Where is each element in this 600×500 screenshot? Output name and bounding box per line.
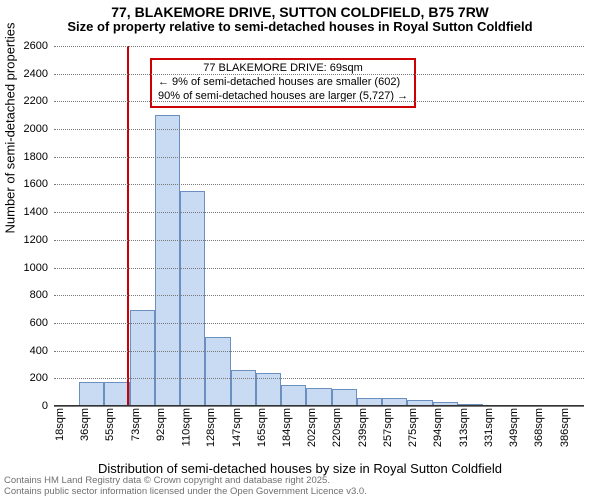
- x-tick-label: 386sqm: [559, 408, 571, 447]
- y-tick-label: 2200: [8, 95, 48, 107]
- title-line-2: Size of property relative to semi-detach…: [0, 20, 600, 35]
- x-tick-label: 220sqm: [332, 408, 344, 447]
- gridline: [54, 157, 584, 158]
- x-tick-label: 202sqm: [306, 408, 318, 447]
- gridline: [54, 74, 584, 75]
- y-tick-label: 200: [8, 372, 48, 384]
- x-tick-label: 239sqm: [357, 408, 369, 447]
- y-tick-label: 2400: [8, 68, 48, 80]
- x-tick-label: 128sqm: [205, 408, 217, 447]
- gridline: [54, 323, 584, 324]
- y-tick-label: 1400: [8, 206, 48, 218]
- bar-slot: [458, 46, 483, 406]
- x-tick-label: 165sqm: [256, 408, 268, 447]
- x-tick-label: 349sqm: [508, 408, 520, 447]
- x-tick-label: 275sqm: [407, 408, 419, 447]
- bar-slot: [54, 46, 79, 406]
- histogram-bar: [231, 370, 256, 406]
- chart-area: Number of semi-detached properties 77 BL…: [54, 46, 584, 406]
- x-tick-label: 294sqm: [433, 408, 445, 447]
- x-tick-label: 36sqm: [79, 408, 91, 441]
- x-tick-label: 257sqm: [382, 408, 394, 447]
- x-tick-label: 55sqm: [104, 408, 116, 441]
- footer: Contains HM Land Registry data © Crown c…: [4, 476, 367, 498]
- x-tick-label: 147sqm: [231, 408, 243, 447]
- gridline: [54, 378, 584, 379]
- bar-slot: [508, 46, 533, 406]
- y-tick-label: 0: [8, 400, 48, 412]
- figure-root: 77, BLAKEMORE DRIVE, SUTTON COLDFIELD, B…: [0, 0, 600, 500]
- gridline: [54, 240, 584, 241]
- title-line-1: 77, BLAKEMORE DRIVE, SUTTON COLDFIELD, B…: [0, 0, 600, 20]
- x-tick-label: 331sqm: [483, 408, 495, 447]
- x-tick-label: 313sqm: [458, 408, 470, 447]
- y-tick-label: 1200: [8, 234, 48, 246]
- y-tick-label: 1600: [8, 178, 48, 190]
- bar-slot: [533, 46, 558, 406]
- y-tick-label: 2600: [8, 40, 48, 52]
- gridline: [54, 212, 584, 213]
- x-tick-label: 92sqm: [155, 408, 167, 441]
- histogram-bar: [79, 382, 104, 406]
- gridline: [54, 351, 584, 352]
- y-tick-label: 1800: [8, 151, 48, 163]
- gridline: [54, 406, 584, 407]
- bar-slot: [79, 46, 104, 406]
- histogram-bar: [306, 388, 331, 406]
- histogram-bar: [281, 385, 306, 406]
- marker-vertical-line: [127, 46, 129, 406]
- x-tick-label: 110sqm: [180, 408, 192, 446]
- x-axis-title: Distribution of semi-detached houses by …: [0, 461, 600, 476]
- plot-area: 77 BLAKEMORE DRIVE: 69sqm ← 9% of semi-d…: [54, 46, 584, 406]
- gridline: [54, 129, 584, 130]
- gridline: [54, 184, 584, 185]
- y-tick-label: 600: [8, 317, 48, 329]
- annotation-line-2: ← 9% of semi-detached houses are smaller…: [158, 76, 408, 90]
- histogram-bar: [130, 310, 155, 406]
- gridline: [54, 295, 584, 296]
- footer-line-2: Contains public sector information licen…: [4, 487, 367, 498]
- x-tick-label: 184sqm: [281, 408, 293, 447]
- x-tick-label: 73sqm: [130, 408, 142, 441]
- histogram-bar: [205, 337, 230, 406]
- bar-slot: [483, 46, 508, 406]
- bar-slot: [559, 46, 584, 406]
- y-tick-label: 2000: [8, 123, 48, 135]
- y-tick-label: 400: [8, 345, 48, 357]
- histogram-bar: [155, 115, 180, 406]
- bar-slot: [433, 46, 458, 406]
- histogram-bar: [180, 191, 205, 406]
- gridline: [54, 268, 584, 269]
- x-tick-label: 368sqm: [533, 408, 545, 447]
- y-tick-label: 1000: [8, 262, 48, 274]
- gridline: [54, 46, 584, 47]
- y-tick-label: 800: [8, 289, 48, 301]
- x-tick-label: 18sqm: [54, 408, 66, 441]
- gridline: [54, 101, 584, 102]
- histogram-bar: [332, 389, 357, 406]
